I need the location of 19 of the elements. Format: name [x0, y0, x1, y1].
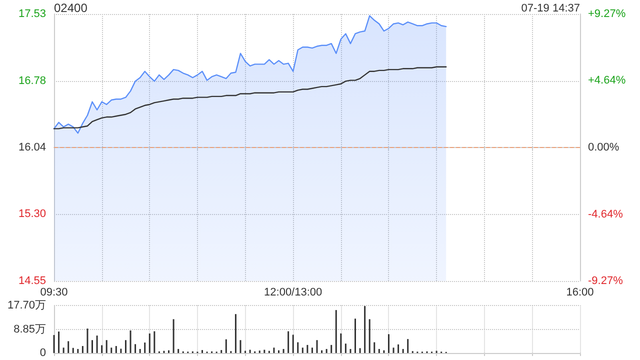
chart-title: 02400	[54, 1, 88, 15]
y2-tick-label: -9.27%	[588, 275, 624, 287]
y-tick-label: 15.30	[18, 208, 46, 220]
x-tick-label: 16:00	[566, 286, 594, 298]
y2-tick-label: 0.00%	[588, 142, 620, 154]
x-tick-label: 09:30	[40, 286, 68, 298]
y-tick-label: 14.55	[18, 275, 46, 287]
y-tick-label: 17.53	[18, 8, 46, 20]
y-tick-label: 16.04	[18, 142, 46, 154]
y2-tick-label: -4.64%	[588, 208, 624, 220]
annotation: 07-19 14:37	[521, 2, 580, 14]
x-tick-label: 12:00/13:00	[264, 286, 322, 298]
line-series	[53, 66, 447, 130]
y2-tick-label: +4.64%	[588, 74, 626, 87]
y-tick-label: 16.78	[18, 75, 46, 88]
y2-tick-label: +9.27%	[588, 8, 626, 20]
y-tick-label: 17.70万	[7, 300, 46, 312]
y-tick-label: 0	[40, 347, 46, 359]
y-tick-label: 8.85万	[14, 323, 46, 336]
